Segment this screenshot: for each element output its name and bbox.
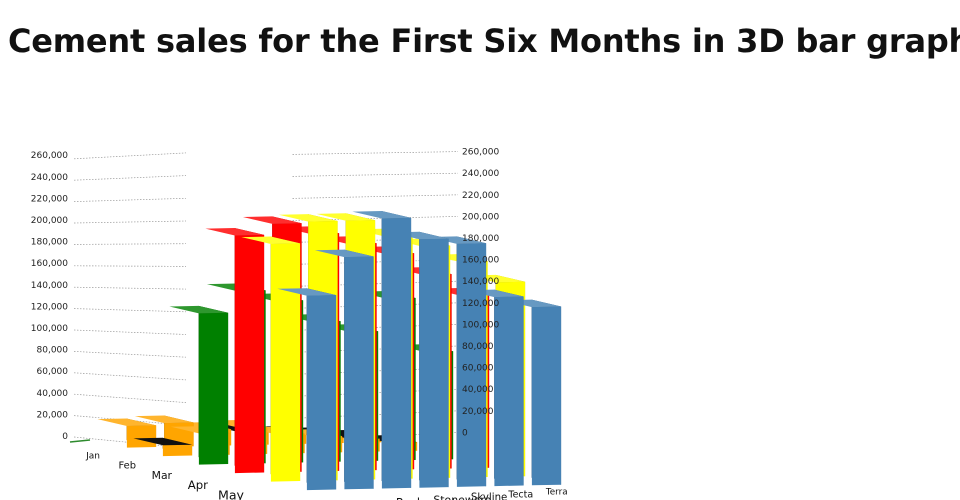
- y-tick-label-right: 40,000: [462, 385, 494, 395]
- bar-top-face: [134, 415, 194, 424]
- bar-top-face: [314, 249, 374, 258]
- y-tick-label-right: 220,000: [462, 191, 499, 201]
- y-tick-label-left: 40,000: [37, 389, 69, 399]
- bar-front-face: [162, 444, 193, 457]
- y-tick-label-left: 240,000: [31, 173, 68, 183]
- y-tick-label-left: 180,000: [31, 238, 68, 248]
- y-tick-label-left: 80,000: [37, 346, 69, 356]
- gridline-right: [292, 151, 459, 155]
- bar-top-face: [169, 305, 229, 314]
- bar-apr-birla: [205, 228, 265, 474]
- bar-front-face: [234, 234, 265, 474]
- category-label: Jan: [85, 451, 100, 461]
- gridline-left: [73, 329, 187, 335]
- category-label: Feb: [119, 461, 136, 472]
- y-tick-label-left: 140,000: [31, 281, 68, 291]
- y-tick-label-left: 200,000: [31, 216, 68, 226]
- y-tick-label-right: 240,000: [462, 169, 499, 179]
- bar-june-terra: [502, 299, 562, 486]
- bar-front-face: [126, 425, 157, 448]
- gridline-right: [292, 194, 459, 199]
- bar-may-birla: [241, 236, 301, 482]
- bar-june-skyline: [427, 236, 487, 487]
- gridline-left: [73, 220, 187, 224]
- gridline-left: [73, 351, 187, 358]
- y-tick-label-right: 180,000: [462, 234, 499, 244]
- bar-june-rocky-crete: [352, 211, 412, 489]
- category-label: May: [218, 487, 245, 500]
- gridline-left: [73, 175, 187, 181]
- bar-mar-birla: [169, 305, 229, 465]
- gridline-left: [73, 265, 187, 267]
- bar-front-face: [270, 243, 301, 482]
- bar-front-face: [494, 296, 524, 487]
- category-label: Apr: [188, 478, 208, 492]
- category-label: June: [250, 498, 280, 500]
- gridline-right: [292, 172, 459, 177]
- y-tick-label-left: 60,000: [37, 367, 69, 377]
- series-label: Tecta: [507, 490, 533, 500]
- y-tick-label-right: 260,000: [462, 148, 499, 158]
- gridline-left: [73, 243, 187, 245]
- bar-jan-birla: [97, 418, 157, 448]
- bar-layer: [97, 211, 562, 491]
- bar-front-face: [531, 306, 562, 486]
- bar-top-face: [97, 418, 157, 426]
- series-label: Rocky crete: [396, 496, 464, 500]
- label-layer: 0 0 20,000 20,000 40,000 40,000 60,000 60,000 80…: [31, 148, 568, 500]
- bar-feb-birla: [133, 437, 193, 457]
- bar-june-stoneware: [389, 231, 449, 488]
- y-tick-label-left: 220,000: [31, 194, 68, 204]
- bar-front-face: [198, 312, 229, 465]
- x-axis-line: [69, 439, 91, 443]
- y-tick-label-left: 120,000: [31, 302, 68, 312]
- category-label: Mar: [152, 469, 173, 482]
- y-tick-label-right: 200,000: [462, 212, 499, 222]
- bar-june-bharath: [314, 249, 374, 490]
- y-tick-label-right: 140,000: [462, 277, 499, 287]
- bar-front-face: [306, 295, 337, 491]
- y-tick-label-left: 100,000: [31, 324, 68, 334]
- bar-top-face: [316, 213, 376, 221]
- series-label: Stoneware: [433, 494, 491, 500]
- y-tick-label-left: 0: [62, 432, 68, 442]
- y-tick-label-left: 160,000: [31, 259, 68, 269]
- bar-front-face: [381, 217, 412, 489]
- gridline-left: [73, 393, 187, 403]
- y-tick-label-left: 260,000: [31, 151, 68, 161]
- y-tick-label-left: 20,000: [37, 410, 69, 420]
- series-label: Skyline: [471, 493, 507, 500]
- bar-top-face: [352, 211, 412, 219]
- y-tick-label-right: 60,000: [462, 364, 494, 374]
- y-tick-label-right: 80,000: [462, 342, 494, 352]
- gridline-left: [73, 308, 187, 313]
- page-title: Cement sales for the First Six Months in…: [8, 22, 960, 60]
- bar-top-face: [277, 288, 337, 296]
- gridline-left: [73, 197, 187, 202]
- bar-top-face: [278, 214, 338, 222]
- bar-front-face: [456, 243, 487, 487]
- y-tick-label-right: 120,000: [462, 299, 499, 309]
- bar-june-tecta: [464, 289, 524, 487]
- gridline-left: [73, 152, 187, 160]
- series-label: Terra: [545, 488, 568, 498]
- bar-top-face: [133, 437, 193, 446]
- gridline-left: [73, 372, 187, 381]
- bar-june-birla: [277, 288, 337, 491]
- gridline-left: [73, 286, 187, 290]
- bar-front-face: [419, 238, 449, 488]
- y-tick-label-right: 100,000: [462, 320, 499, 330]
- y-tick-label-right: 20,000: [462, 407, 494, 417]
- bar-top-face: [205, 228, 265, 236]
- bar-top-face: [241, 236, 301, 244]
- y-tick-label-right: 0: [462, 428, 468, 438]
- y-tick-label-right: 160,000: [462, 256, 499, 266]
- bar-top-face: [242, 216, 302, 224]
- bar-front-face: [344, 256, 374, 490]
- series-label: Bharath: [358, 499, 407, 500]
